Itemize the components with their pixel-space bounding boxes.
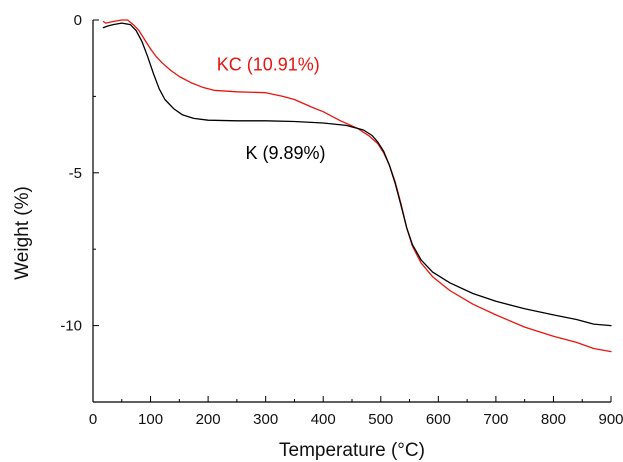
x-tick-label: 500 xyxy=(368,411,393,428)
x-tick-label: 0 xyxy=(89,411,97,428)
series-line-0 xyxy=(102,19,612,353)
annotation-layer: KC (10.91%) K (9.89%) xyxy=(217,54,326,163)
x-tick-label: 900 xyxy=(598,411,623,428)
x-tick-label: 200 xyxy=(196,411,221,428)
x-tick-label: 100 xyxy=(138,411,163,428)
y-axis-title: Weight (%) xyxy=(12,186,33,280)
ticks-layer: 0 100 200 300 400 500 600 700 800 900 0 -5 -10 xyxy=(60,12,623,428)
x-tick-label: 600 xyxy=(426,411,451,428)
x-axis-title: Temperature (°C) xyxy=(279,440,425,461)
annotation-label: KC (10.91%) xyxy=(217,54,320,74)
x-tick-label: 700 xyxy=(483,411,508,428)
y-tick-label: -5 xyxy=(69,165,82,182)
x-tick-label: 800 xyxy=(541,411,566,428)
series-layer xyxy=(102,19,612,353)
x-tick-label: 400 xyxy=(311,411,336,428)
y-tick-label: 0 xyxy=(74,12,82,29)
x-tick-label: 300 xyxy=(253,411,278,428)
series-line-1 xyxy=(102,22,612,327)
y-tick-label: -10 xyxy=(60,318,82,335)
annotation-label: K (9.89%) xyxy=(246,143,326,163)
plot-frame xyxy=(92,20,611,403)
